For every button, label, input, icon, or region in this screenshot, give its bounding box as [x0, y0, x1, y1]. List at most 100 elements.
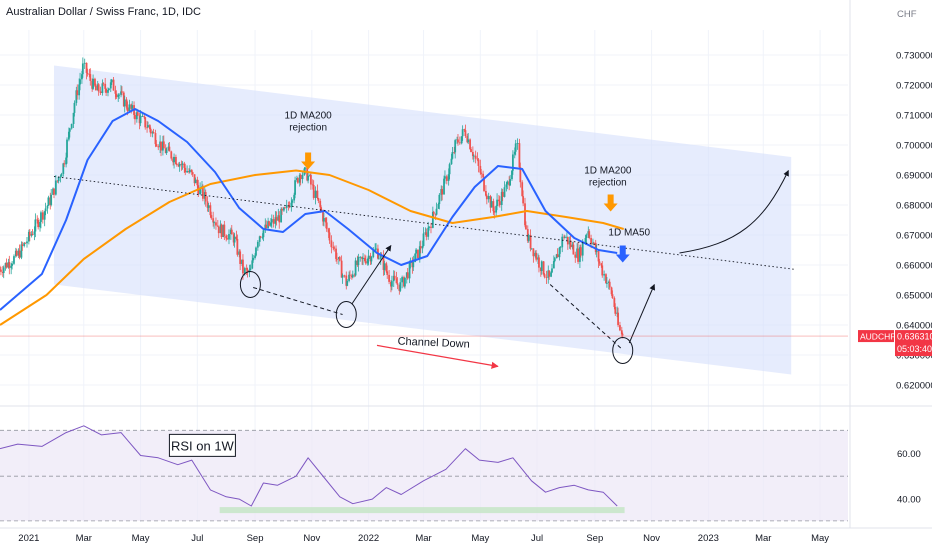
- candle-body: [62, 163, 65, 174]
- candle-body: [419, 246, 422, 249]
- candle-body: [565, 236, 568, 238]
- candle-body: [556, 254, 559, 258]
- candle-body: [46, 205, 49, 209]
- candle-body: [464, 130, 467, 137]
- candle-body: [299, 174, 302, 180]
- candle-body: [73, 102, 76, 113]
- candle-body: [372, 250, 375, 258]
- candle-body: [493, 211, 496, 213]
- higher-low-dashed-1: [253, 287, 343, 315]
- candle-body: [611, 294, 614, 299]
- candle-body: [157, 146, 160, 148]
- candle-body: [412, 262, 415, 268]
- candle-body: [135, 112, 138, 120]
- candle-body: [252, 257, 255, 261]
- candle-body: [333, 247, 336, 249]
- bounce-arrow-2: [628, 283, 656, 344]
- candle-body: [13, 256, 15, 264]
- candle-body: [226, 238, 229, 240]
- candle-body: [112, 79, 115, 91]
- rsi-panel: RSI on 1W: [0, 405, 932, 522]
- time-tick-label: 2021: [18, 533, 39, 544]
- candle-body: [514, 143, 517, 152]
- candle-body: [118, 94, 121, 96]
- candle-body: [274, 217, 277, 224]
- candle-body: [203, 192, 206, 199]
- candle-body: [476, 158, 479, 160]
- candle-body: [241, 259, 243, 264]
- price-tick-label: 0.650000: [896, 291, 932, 302]
- candle-body: [595, 251, 598, 253]
- candle-body: [209, 205, 212, 216]
- candle-body: [101, 83, 104, 94]
- candle-body: [41, 212, 44, 220]
- candle-body: [550, 272, 552, 277]
- candle-body: [417, 249, 419, 259]
- higher-low-dashed-2: [549, 284, 623, 350]
- candle-body: [437, 204, 440, 209]
- candle-body: [450, 158, 453, 165]
- candle-body: [363, 257, 366, 262]
- candle-body: [23, 242, 26, 246]
- candle-body: [277, 215, 280, 221]
- candle-body: [619, 325, 621, 331]
- candle-body: [139, 116, 142, 124]
- candle-body: [496, 199, 498, 207]
- rsi-band: [0, 430, 848, 521]
- candle-body: [559, 247, 562, 249]
- candle-body: [317, 197, 320, 201]
- candle-body: [0, 269, 2, 272]
- candle-body: [489, 196, 492, 208]
- candle-body: [322, 211, 324, 222]
- candle-body: [134, 114, 136, 120]
- candle-body: [168, 146, 171, 152]
- candle-body: [592, 242, 595, 244]
- ma50-label: 1D MA50: [608, 228, 650, 239]
- candle-body: [180, 163, 183, 165]
- candle-body: [492, 201, 495, 212]
- candle-body: [94, 85, 97, 91]
- candle-body: [67, 131, 70, 140]
- candle-body: [522, 196, 525, 204]
- candle-body: [542, 261, 545, 275]
- candle-body: [39, 221, 41, 228]
- candle-body: [319, 200, 322, 208]
- candle-body: [390, 281, 392, 287]
- candle-body: [26, 241, 28, 244]
- candle-body: [122, 92, 125, 107]
- candle-body: [506, 181, 509, 185]
- candle-body: [268, 221, 270, 226]
- candle-body: [594, 242, 597, 253]
- channel-down-arrow: [376, 344, 499, 369]
- candle-body: [393, 275, 396, 279]
- candle-body: [193, 174, 196, 184]
- candle-body: [213, 222, 215, 224]
- candle-body: [472, 155, 475, 157]
- candle-body: [396, 283, 399, 285]
- candle-body: [36, 219, 39, 221]
- candle-body: [458, 142, 461, 144]
- candle-body: [383, 263, 386, 270]
- rsi-support-zone: [219, 507, 625, 514]
- candle-body: [340, 260, 343, 278]
- projection-arrow: [679, 169, 789, 254]
- candle-body: [482, 173, 485, 178]
- candle-body: [521, 182, 524, 197]
- candle-body: [115, 93, 118, 98]
- candle-body: [403, 277, 405, 287]
- chart-title: Australian Dollar / Swiss Franc, 1D, IDC: [6, 6, 201, 18]
- candle-body: [191, 172, 194, 175]
- channel-polygon: [53, 65, 792, 375]
- candle-body: [217, 226, 220, 234]
- candle-body: [335, 248, 337, 259]
- candle-body: [75, 90, 78, 103]
- candle-body: [181, 163, 184, 165]
- candle-body: [336, 258, 338, 260]
- candle-body: [18, 250, 21, 258]
- candle-body: [143, 116, 146, 118]
- candle-body: [598, 261, 601, 264]
- candle-body: [91, 80, 94, 89]
- candle-body: [551, 268, 553, 273]
- candle-body: [323, 218, 325, 222]
- candle-body: [600, 263, 603, 266]
